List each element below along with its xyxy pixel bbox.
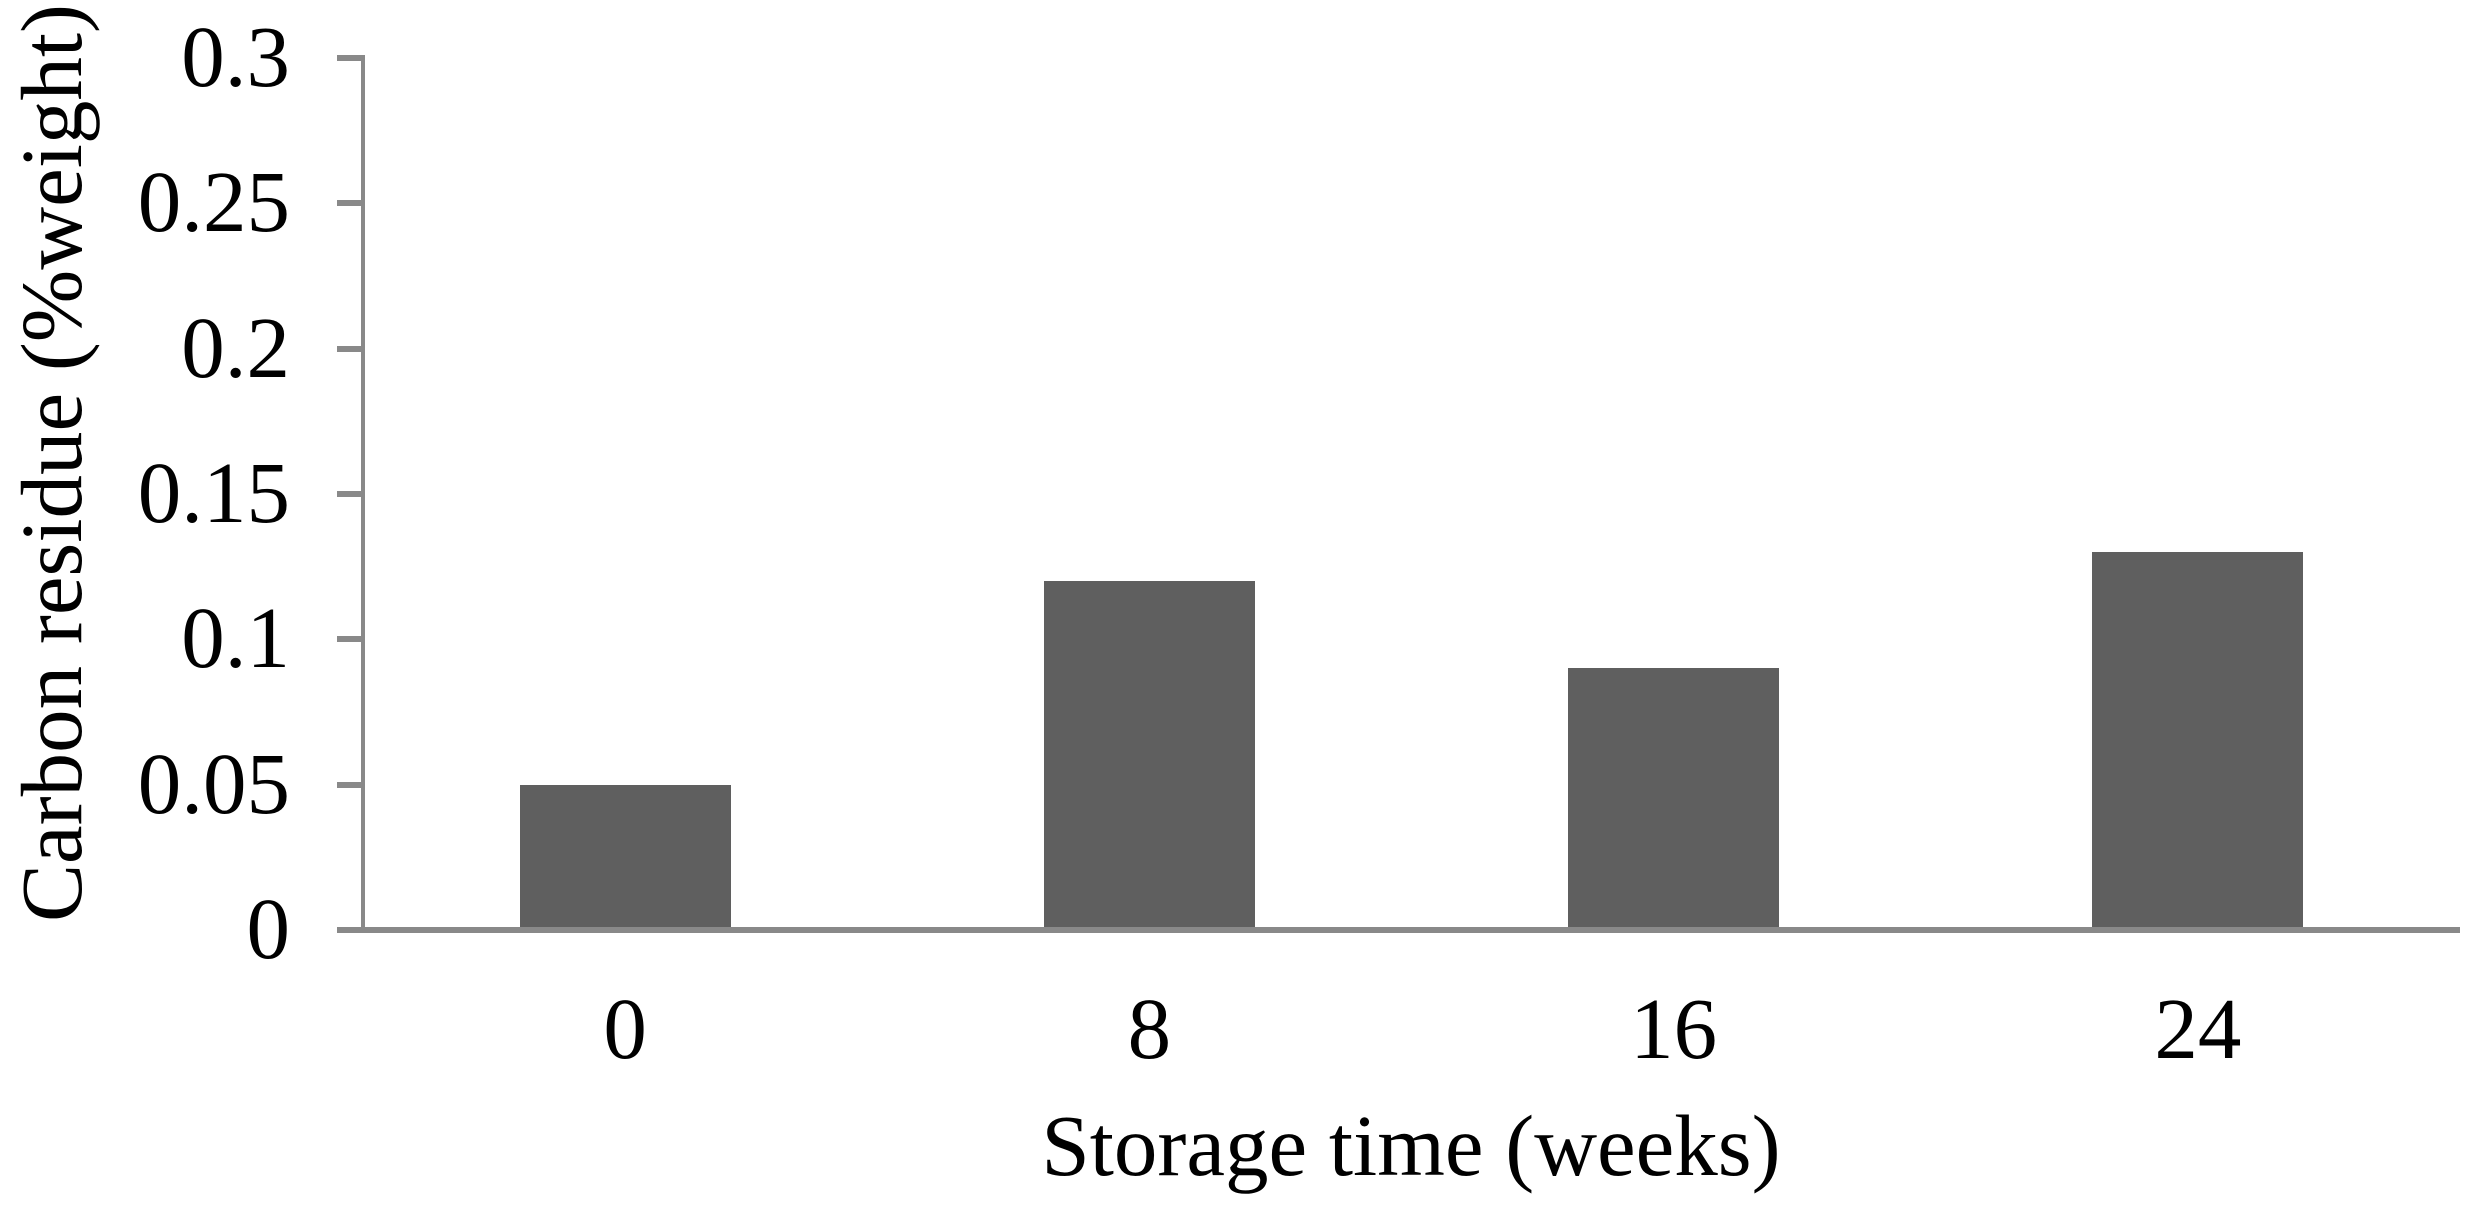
- x-axis-tick-label: 0: [603, 980, 647, 1077]
- y-axis-tick: [337, 55, 363, 61]
- bar: [519, 784, 731, 927]
- y-axis-line: [361, 55, 365, 933]
- bar: [1568, 668, 1780, 927]
- y-axis-tick-label: 0.05: [137, 734, 290, 832]
- y-axis-tick-label: 0.3: [181, 8, 290, 105]
- y-axis-tick: [337, 491, 363, 497]
- y-axis-tick: [337, 781, 363, 788]
- y-axis-tick: [337, 927, 363, 933]
- x-axis-line: [337, 927, 2460, 933]
- y-axis-tick-label: 0: [246, 880, 291, 977]
- bar: [2092, 552, 2304, 927]
- y-axis-tick-label: 0.15: [137, 444, 290, 541]
- x-axis-tick-label: 24: [2154, 980, 2242, 1077]
- y-axis-tick: [337, 345, 363, 352]
- y-axis-tick: [337, 200, 363, 207]
- y-axis-tick-label: 0.25: [137, 153, 290, 251]
- y-axis-tick-label: 0.1: [181, 589, 290, 687]
- x-axis-title: Storage time (weeks): [1041, 1097, 1781, 1194]
- x-axis-tick-label: 16: [1630, 980, 1718, 1077]
- y-axis-tick-label: 0.2: [181, 298, 290, 396]
- bar: [1043, 581, 1255, 927]
- y-axis-tick: [337, 636, 363, 643]
- x-axis-tick-label: 8: [1127, 980, 1172, 1077]
